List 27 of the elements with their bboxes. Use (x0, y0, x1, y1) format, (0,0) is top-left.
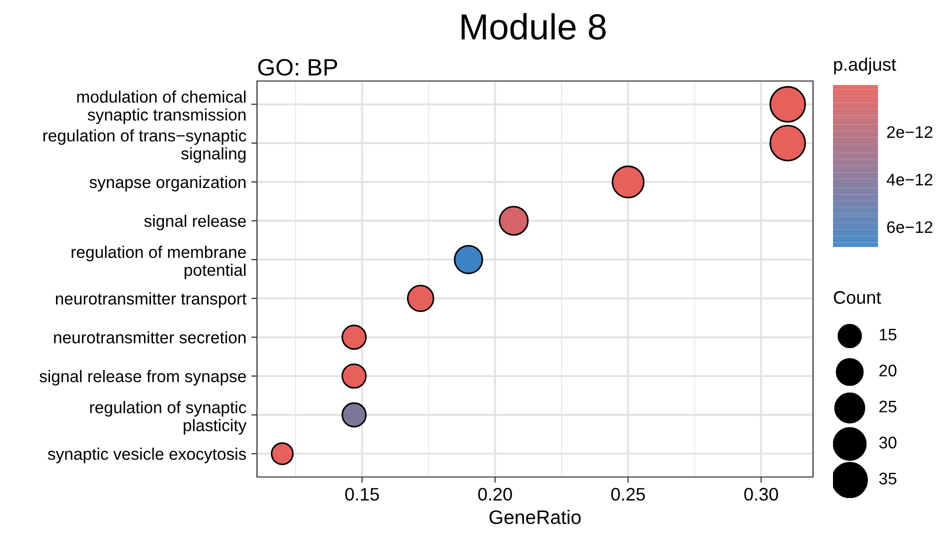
chart-title: Module 8 (462, 13, 606, 40)
x-tick-label: 0.15 (345, 488, 379, 501)
y-tick-label: signal release from synapse (40, 370, 246, 386)
legend-label: 35 (879, 472, 896, 484)
y-tick-label: regulation of synaptic plasticity (90, 401, 247, 435)
chart-subtitle: GO: BP (258, 58, 338, 76)
y-tick-label: neurotransmitter transport (56, 292, 246, 308)
color-bar-label: 6e−12 (887, 221, 932, 234)
legend-title: Count (834, 291, 882, 304)
color-bar-label: 4e−12 (886, 174, 932, 186)
y-tick-label: synapse organization (90, 176, 246, 192)
y-tick-label: signal release (144, 214, 246, 230)
legend-label: 15 (880, 328, 896, 340)
color-bar-label: 2e−12 (887, 126, 932, 138)
y-tick-label: neurotransmitter secretion (54, 331, 246, 344)
x-axis-title: GeneRatio (490, 510, 581, 524)
y-tick-label: regulation of trans−synaptic signaling (43, 129, 246, 163)
color-bar-title: p.adjust (834, 58, 896, 74)
y-tick-label: synaptic vesicle exocytosis (48, 448, 246, 464)
x-tick-label: 0.30 (744, 488, 778, 501)
legend-label: 30 (879, 436, 896, 448)
legend-label: 25 (879, 400, 896, 412)
legend-label: 20 (879, 364, 896, 376)
y-tick-label: modulation of chemical synaptic transmission (77, 90, 246, 124)
x-tick-label: 0.25 (611, 488, 645, 501)
x-tick-label: 0.20 (478, 488, 512, 501)
y-tick-label: regulation of membrane potential (72, 246, 246, 280)
